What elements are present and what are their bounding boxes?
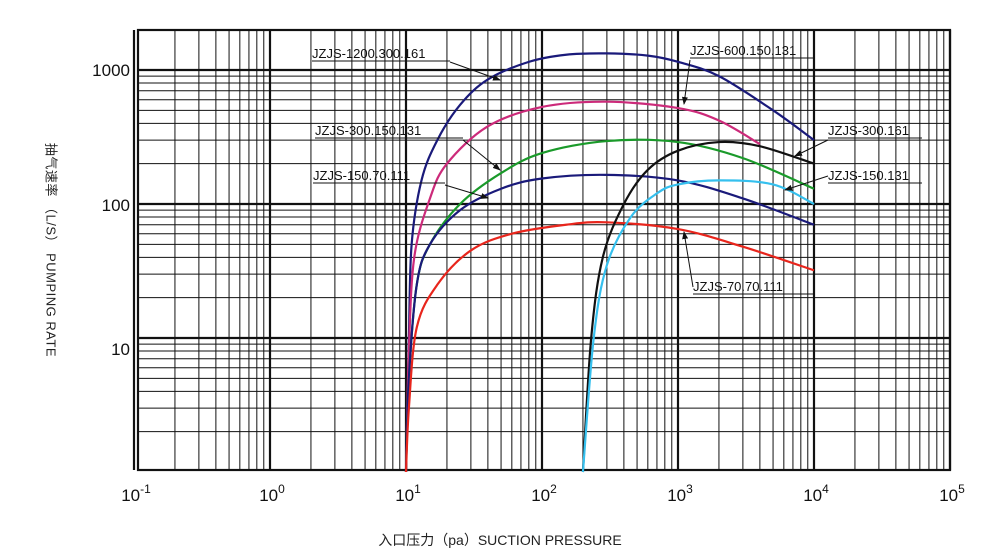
x-tick-label: 105 bbox=[939, 482, 965, 505]
x-tick-label: 100 bbox=[259, 482, 285, 505]
x-tick-base: 10 bbox=[667, 486, 686, 505]
x-tick-exponent: 1 bbox=[414, 482, 421, 496]
y-axis-title: 抽气速率 （L/S） PUMPING RATE bbox=[43, 142, 59, 358]
x-tick-base: 10 bbox=[121, 486, 140, 505]
series-line-0 bbox=[404, 52, 815, 473]
series-label: JZJS-600.150.131 bbox=[690, 43, 796, 58]
series-line-3 bbox=[404, 173, 815, 473]
x-tick-label: 103 bbox=[667, 482, 693, 505]
series-line-4 bbox=[404, 221, 815, 473]
series-labels: JZJS-1200.300.161 JZJS-600.150.131 JZJS-30… bbox=[312, 43, 922, 295]
x-tick-base: 10 bbox=[531, 486, 550, 505]
x-tick-exponent: -1 bbox=[140, 482, 151, 496]
series-label: JZJS-1200.300.161 bbox=[312, 46, 425, 61]
x-tick-exponent: 2 bbox=[550, 482, 557, 496]
curves bbox=[404, 52, 815, 473]
label-arrow bbox=[784, 175, 829, 191]
y-tick-label: 10 bbox=[111, 340, 130, 359]
series-label: JZJS-70.70.111 bbox=[693, 279, 783, 294]
label-arrow bbox=[462, 139, 501, 171]
label-arrow bbox=[444, 184, 489, 199]
x-tick-label: 102 bbox=[531, 482, 557, 505]
x-tick-base: 10 bbox=[939, 486, 958, 505]
x-tick-label: 10-1 bbox=[121, 482, 151, 505]
series-line-1 bbox=[404, 100, 761, 473]
series-label: JZJS-300.161 bbox=[828, 123, 909, 138]
x-tick-base: 10 bbox=[259, 486, 278, 505]
x-tick-exponent: 4 bbox=[822, 482, 829, 496]
y-tick-label: 100 bbox=[102, 196, 130, 215]
x-tick-label: 104 bbox=[803, 482, 829, 505]
series-label: JZJS-150.131 bbox=[828, 168, 909, 183]
x-axis-title: 入口压力（pa）SUCTION PRESSURE bbox=[378, 532, 622, 548]
series-line-5 bbox=[581, 140, 815, 473]
x-tick-exponent: 3 bbox=[686, 482, 693, 496]
grid bbox=[132, 28, 952, 472]
x-tick-label: 101 bbox=[395, 482, 421, 505]
series-line-2 bbox=[404, 138, 815, 473]
x-tick-base: 10 bbox=[803, 486, 822, 505]
x-tick-base: 10 bbox=[395, 486, 414, 505]
label-arrow bbox=[449, 61, 501, 81]
y-tick-label: 1000 bbox=[92, 61, 130, 80]
series-label: JZJS-300.150.131 bbox=[315, 123, 421, 138]
label-arrow bbox=[794, 139, 829, 157]
label-arrow bbox=[682, 231, 694, 288]
plot-frame bbox=[136, 28, 952, 472]
x-tick-exponent: 5 bbox=[958, 482, 965, 496]
x-tick-exponent: 0 bbox=[278, 482, 285, 496]
label-arrow bbox=[681, 59, 691, 105]
series-line-6 bbox=[581, 179, 815, 473]
series-label: JZJS-150.70.111 bbox=[313, 168, 410, 183]
